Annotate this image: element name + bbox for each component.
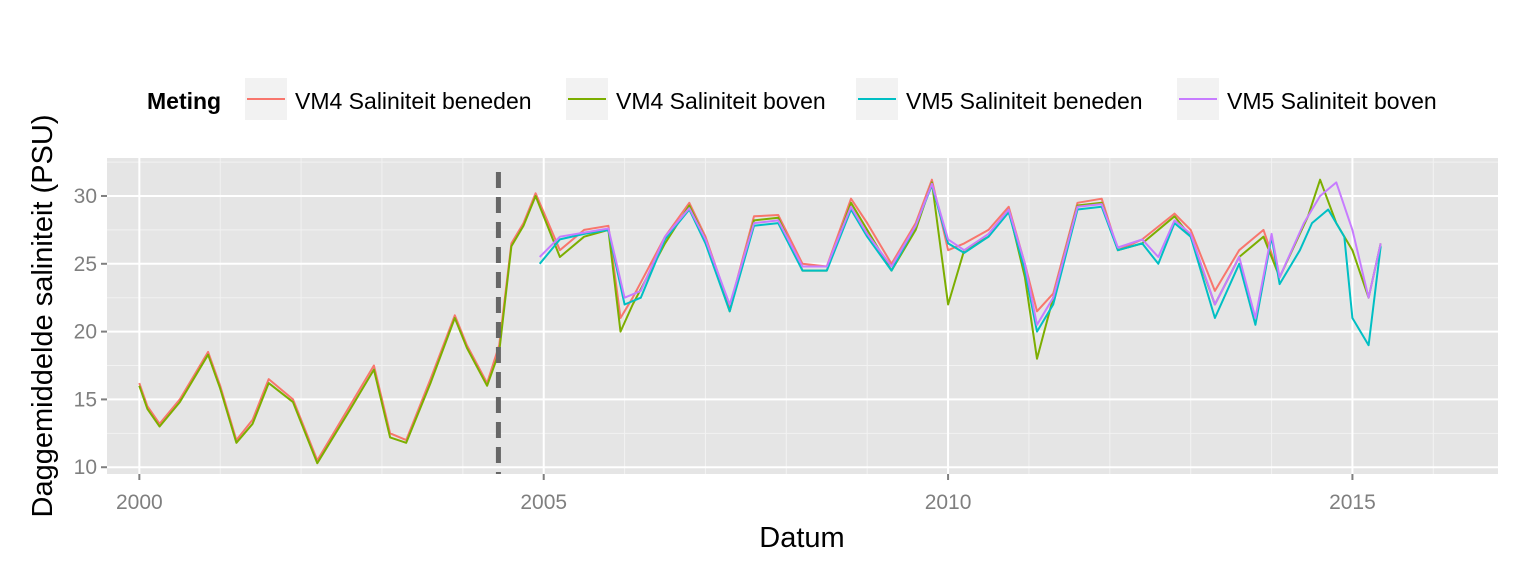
legend-label: VM5 Saliniteit beneden: [906, 88, 1143, 114]
series-line-4: [538, 181, 1382, 326]
x-tick-label: 2015: [1329, 491, 1376, 514]
legend-label: VM4 Saliniteit beneden: [295, 88, 532, 114]
legend: Meting VM4 Saliniteit beneden VM4 Salinit…: [147, 78, 1437, 120]
x-tick-label: 2000: [116, 491, 163, 514]
x-axis: 2000 2005 2010 2015: [116, 474, 1376, 514]
x-tick-label: 2005: [520, 491, 567, 514]
y-tick-label: 30: [74, 185, 97, 208]
y-tick-label: 20: [74, 321, 97, 344]
y-axis: 10 15 20 25 30: [74, 185, 107, 479]
x-axis-title: Datum: [759, 522, 844, 554]
legend-label: VM5 Saliniteit boven: [1227, 88, 1437, 114]
legend-title: Meting: [147, 88, 221, 114]
y-tick-label: 10: [74, 456, 97, 479]
series-layer: [138, 178, 1382, 465]
y-axis-title: Daggemiddelde saliniteit (PSU): [27, 115, 59, 518]
y-tick-label: 15: [74, 388, 97, 411]
x-tick-label: 2010: [925, 491, 972, 514]
legend-item: VM4 Saliniteit beneden: [245, 78, 532, 120]
y-tick-label: 25: [74, 253, 97, 276]
legend-item: VM5 Saliniteit boven: [1177, 78, 1437, 120]
plot-panel: [107, 158, 1498, 474]
legend-label: VM4 Saliniteit boven: [616, 88, 826, 114]
legend-item: VM5 Saliniteit beneden: [856, 78, 1143, 120]
legend-item: VM4 Saliniteit boven: [566, 78, 826, 120]
